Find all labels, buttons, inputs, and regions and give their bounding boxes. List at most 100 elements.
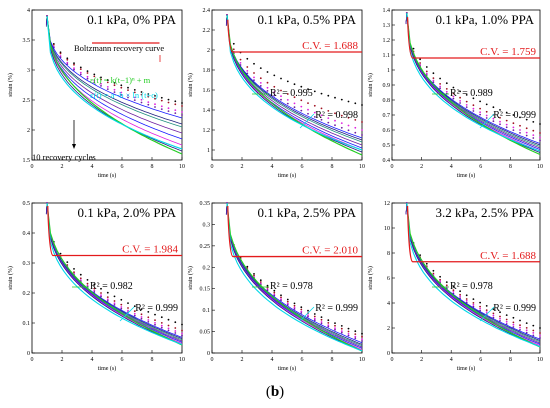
- data-point: [479, 113, 481, 116]
- x-tick-label: 10: [179, 357, 185, 363]
- y-tick-label: 1.3: [383, 23, 391, 29]
- y-axis-label: strain (%): [7, 266, 14, 290]
- data-point: [127, 307, 129, 309]
- r2-label-log: R² = 0.999: [493, 303, 536, 314]
- data-point: [485, 311, 488, 313]
- data-point: [167, 324, 170, 327]
- data-point: [280, 77, 282, 80]
- data-point: [412, 47, 415, 50]
- x-tick-label: 4: [91, 164, 94, 170]
- x-tick-label: 0: [31, 164, 34, 170]
- series-line: [46, 15, 183, 134]
- series-line: [226, 14, 363, 139]
- data-point: [93, 81, 96, 84]
- data-point: [266, 90, 269, 92]
- data-point: [361, 340, 363, 342]
- data-point: [334, 119, 336, 122]
- x-tick-label: 8: [331, 357, 334, 363]
- data-point: [532, 129, 535, 132]
- data-point: [512, 321, 515, 324]
- data-point: [512, 129, 515, 132]
- data-point: [327, 319, 330, 322]
- y-tick-label: 2: [27, 128, 30, 134]
- data-point: [259, 82, 262, 84]
- data-point: [300, 109, 303, 112]
- data-point: [120, 86, 123, 89]
- data-point: [465, 94, 468, 96]
- data-point: [300, 105, 303, 108]
- data-point: [100, 76, 102, 79]
- cv-line: [406, 205, 540, 263]
- data-point: [140, 308, 143, 310]
- data-point: [140, 313, 143, 316]
- x-tick-label: 2: [61, 357, 64, 363]
- data-point: [479, 301, 481, 304]
- data-point: [334, 124, 336, 127]
- data-point: [86, 72, 89, 74]
- data-point: [519, 132, 521, 134]
- data-point: [127, 89, 129, 91]
- data-point: [347, 129, 350, 132]
- y-tick-label: 0.1: [23, 321, 31, 327]
- data-point: [293, 306, 296, 309]
- data-point: [432, 79, 435, 82]
- cv-label: C.V. = 1.688: [480, 250, 536, 262]
- panel-title: 0.1 kPa, 0% PPA: [87, 12, 176, 27]
- data-point: [154, 323, 156, 326]
- data-point: [439, 83, 441, 85]
- data-point: [525, 131, 528, 134]
- caption-letter: b: [270, 384, 280, 400]
- data-point: [66, 58, 69, 61]
- data-point: [419, 62, 421, 64]
- data-point: [439, 77, 441, 80]
- data-point: [259, 77, 262, 80]
- y-tick-label: 1.5: [23, 158, 31, 164]
- data-point: [140, 316, 143, 318]
- data-point: [160, 99, 163, 102]
- data-point: [73, 268, 75, 270]
- panel-title: 3.2 kPa, 2.5% PPA: [436, 205, 535, 220]
- y-tick-label: 0.9: [383, 83, 391, 89]
- data-point: [313, 313, 316, 315]
- chart-panel-2: 0 2 4 6 8 10 1 1.2 1.4 1.6 1.8 2 2.2 2.4 time (s) strai…: [187, 8, 365, 179]
- data-point: [347, 334, 350, 337]
- y-tick-label: 0.3: [203, 222, 211, 228]
- data-point: [167, 327, 170, 330]
- data-point: [439, 280, 441, 283]
- data-point: [539, 123, 541, 125]
- data-point: [465, 294, 468, 297]
- data-point: [293, 302, 296, 305]
- data-point: [167, 101, 170, 104]
- data-point: [300, 308, 303, 311]
- data-point: [432, 272, 435, 275]
- data-point: [93, 79, 96, 82]
- data-point: [174, 330, 177, 332]
- data-point: [174, 327, 177, 329]
- panel-title: 0.1 kPa, 2.0% PPA: [78, 205, 177, 220]
- x-axis-label: time (s): [278, 172, 297, 179]
- data-point: [79, 273, 82, 276]
- data-point: [307, 108, 309, 111]
- data-point: [485, 305, 488, 307]
- data-point: [66, 61, 69, 64]
- data-point: [253, 76, 255, 79]
- data-point: [286, 302, 289, 305]
- data-point: [100, 295, 102, 298]
- data-point: [445, 281, 448, 283]
- data-point: [439, 275, 441, 278]
- x-tick-label: 2: [420, 357, 423, 363]
- x-tick-label: 6: [479, 357, 482, 363]
- y-tick-label: 0.35: [200, 201, 211, 207]
- data-point: [452, 289, 455, 292]
- data-point: [313, 104, 316, 107]
- r2-label-power: R² = 0.995: [270, 88, 313, 99]
- plot-frame: [211, 9, 363, 161]
- x-tick-label: 0: [211, 357, 214, 363]
- data-point: [133, 89, 136, 91]
- data-point: [532, 332, 535, 334]
- cv-line: [227, 19, 362, 53]
- y-tick-label: 3.5: [23, 38, 31, 44]
- data-point: [133, 96, 136, 99]
- data-point: [273, 91, 276, 94]
- data-point: [505, 119, 508, 122]
